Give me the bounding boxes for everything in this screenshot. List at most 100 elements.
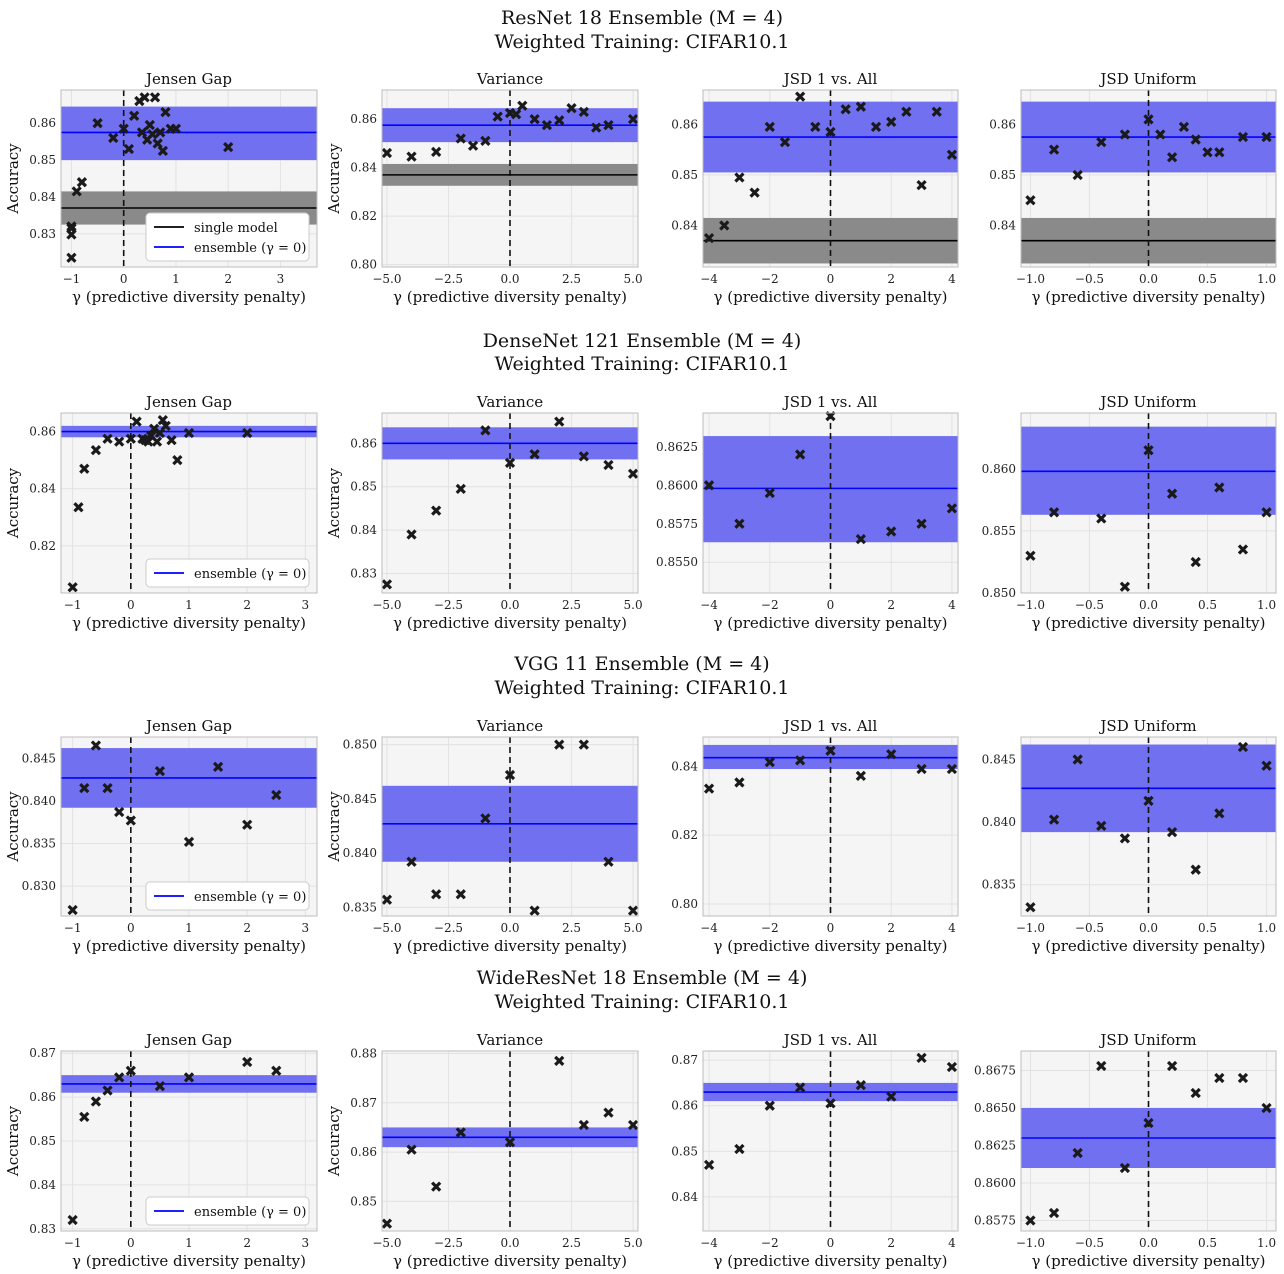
x-tick-label: −1: [64, 598, 82, 612]
data-point: [114, 436, 125, 447]
data-point: [1119, 129, 1131, 140]
x-tick-label: 2: [887, 272, 895, 286]
data-point: [810, 121, 821, 133]
data-point: [870, 121, 882, 133]
data-point: [144, 119, 155, 131]
data-point: [916, 179, 927, 191]
x-tick-label: 2: [243, 1236, 251, 1250]
x-axis-label: γ (predictive diversity penalty): [72, 1252, 306, 1270]
panel-3-4: −1.0 −0.5 0.0 0.5 1.0 0.835 0.840 0.845 JSD Unif…: [982, 717, 1277, 955]
y-tick-label: 0.8600: [656, 478, 698, 492]
x-tick-label: 0.0: [1139, 598, 1158, 612]
data-point: [703, 233, 715, 244]
panel-4-1: −1 0 1 2 3 0.83 0.84 0.85 0.86 0.87 Jensen Gap γ (p…: [4, 1031, 318, 1270]
x-tick-label: 3: [302, 598, 310, 612]
data-point: [1261, 760, 1272, 771]
data-point: [1143, 1117, 1154, 1129]
y-tick-label: 0.86: [989, 117, 1016, 131]
data-point: [703, 480, 715, 491]
data-point: [554, 416, 565, 427]
panel-4-2: −5.0 −2.5 0.0 2.5 5.0 0.85 0.86 0.87 0.88 Varianc…: [325, 1031, 643, 1270]
data-point: [123, 143, 135, 155]
x-tick-label: 4: [948, 921, 956, 935]
axes-frame: [702, 736, 959, 917]
y-tick-label: 0.86: [671, 117, 698, 131]
data-point: [183, 1072, 195, 1083]
y-tick-label: 0.85: [350, 1194, 377, 1208]
y-tick-label: 0.8600: [974, 1176, 1016, 1190]
x-tick-label: −5.0: [372, 1236, 401, 1250]
x-tick-label: 4: [948, 272, 956, 286]
data-point: [183, 836, 195, 847]
data-point: [566, 103, 577, 114]
plot-area: [382, 1051, 638, 1231]
x-tick-label: −4: [700, 1236, 718, 1250]
x-axis-label: γ (predictive diversity penalty): [72, 288, 306, 306]
y-tick-label: 0.86: [29, 425, 56, 439]
panel-title: Variance: [476, 717, 543, 735]
x-axis-label: γ (predictive diversity penalty): [72, 937, 306, 955]
x-axis-label: γ (predictive diversity penalty): [393, 1252, 627, 1270]
data-point: [1261, 1102, 1272, 1114]
data-point: [1190, 864, 1201, 875]
y-tick-label: 0.80: [350, 258, 377, 272]
legend-box: [145, 881, 310, 911]
data-point: [66, 221, 77, 232]
y-tick-label: 0.8575: [974, 1214, 1016, 1228]
data-point: [511, 109, 522, 120]
data-point: [1261, 131, 1272, 143]
row-3-title-line1: VGG 11 Ensemble (M = 4): [514, 653, 770, 675]
legend-box: [145, 558, 310, 588]
data-point: [504, 1137, 516, 1148]
y-tick-label: 0.84: [671, 759, 698, 773]
data-point: [855, 770, 866, 782]
y-tick-label: 0.830: [22, 879, 56, 893]
data-point: [916, 518, 927, 529]
x-tick-label: −1: [64, 921, 82, 935]
x-tick-label: 1.0: [1257, 1236, 1276, 1250]
legend-box: [145, 212, 310, 262]
data-point: [157, 145, 169, 156]
x-tick-label: 2.5: [562, 598, 581, 612]
data-point: [1096, 1060, 1107, 1072]
y-tick-label: 0.835: [343, 900, 377, 914]
axes-frame: [381, 736, 639, 917]
x-tick-label: −1.0: [1016, 598, 1045, 612]
x-tick-label: 5.0: [624, 272, 643, 286]
x-tick-label: 0: [827, 1236, 835, 1250]
axes-frame: [1020, 1050, 1277, 1232]
y-tick-label: 0.855: [982, 524, 1016, 538]
plot-area: [1021, 1051, 1276, 1231]
data-point: [627, 905, 639, 916]
x-tick-label: 2: [887, 1236, 895, 1250]
x-tick-label: −5.0: [372, 272, 401, 286]
data-point: [160, 420, 171, 431]
data-point: [114, 1072, 125, 1083]
data-point: [1190, 134, 1201, 145]
row-4-title-line1: WideResNet 18 Ensemble (M = 4): [476, 967, 808, 989]
x-tick-label: −0.5: [1075, 598, 1104, 612]
plot-area: [1021, 413, 1276, 593]
y-tick-label: 0.8625: [656, 440, 698, 454]
y-tick-label: 0.83: [29, 227, 56, 241]
data-point: [102, 1085, 113, 1096]
data-point: [578, 739, 589, 750]
x-tick-label: 5.0: [624, 1236, 643, 1250]
y-tick-label: 0.86: [671, 1099, 698, 1113]
y-tick-label: 0.845: [22, 751, 56, 765]
data-point: [151, 436, 163, 447]
panel-title: JSD Uniform: [1098, 1031, 1196, 1049]
data-point: [1214, 808, 1225, 819]
data-point: [946, 763, 958, 775]
data-point: [627, 468, 639, 479]
legend-label-ensemble: ensemble (γ = 0): [194, 241, 306, 256]
x-tick-label: 0: [827, 921, 835, 935]
data-point: [381, 1218, 393, 1229]
data-point: [703, 783, 715, 794]
x-tick-label: −2: [761, 272, 779, 286]
data-point: [66, 252, 77, 263]
data-point: [734, 1143, 745, 1155]
legend-label-ensemble: ensemble (γ = 0): [194, 1205, 306, 1220]
x-axis-label: γ (predictive diversity penalty): [714, 1252, 948, 1270]
